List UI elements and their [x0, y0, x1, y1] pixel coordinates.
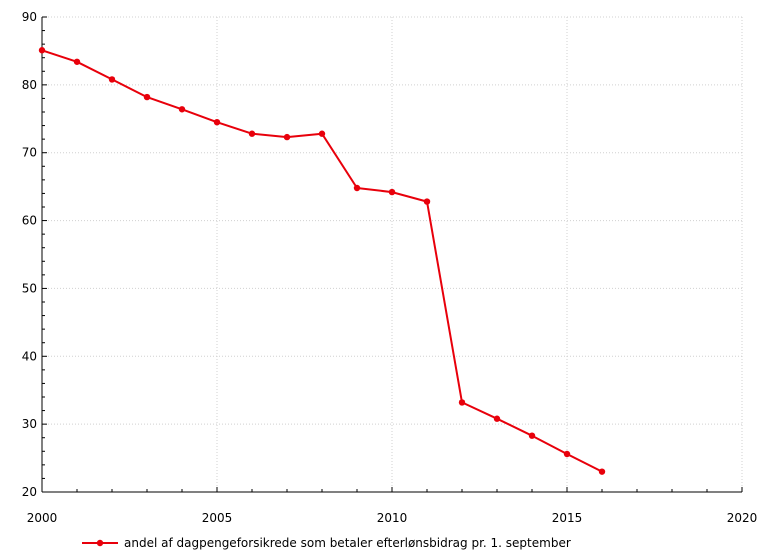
data-point	[213, 118, 221, 126]
data-point	[528, 432, 536, 439]
y-tick-label: 80	[22, 78, 37, 92]
data-point	[353, 184, 361, 192]
data-point	[248, 130, 256, 137]
legend-swatch-marker	[96, 539, 104, 547]
x-tick-label: 2000	[27, 511, 58, 525]
x-tick-label: 2010	[377, 511, 408, 525]
y-tick-label: 50	[22, 281, 37, 295]
y-tick-label: 40	[22, 349, 37, 363]
y-tick-label: 20	[22, 485, 37, 499]
data-series	[38, 47, 606, 475]
y-tick-label: 30	[22, 417, 37, 431]
data-point	[388, 188, 396, 196]
x-tick-label: 2005	[202, 511, 233, 525]
data-point	[493, 415, 501, 422]
data-point	[108, 76, 116, 83]
y-tick-label: 90	[22, 10, 37, 24]
grid-lines	[42, 16, 743, 492]
data-point	[73, 58, 81, 65]
legend: andel af dagpengeforsikrede som betaler …	[82, 536, 571, 550]
data-point	[38, 47, 46, 54]
x-tick-label: 2015	[552, 511, 583, 525]
x-tick-label: 2020	[727, 511, 758, 525]
y-tick-label: 70	[22, 146, 37, 160]
data-point	[458, 399, 466, 406]
data-point	[283, 133, 291, 141]
data-point	[318, 130, 326, 137]
legend-label: andel af dagpengeforsikrede som betaler …	[124, 536, 571, 550]
data-point	[423, 198, 431, 205]
y-tick-label: 60	[22, 214, 37, 228]
data-point	[563, 450, 571, 458]
data-point	[598, 468, 606, 475]
series-line	[41, 49, 603, 473]
data-point	[178, 106, 186, 113]
data-point	[143, 93, 151, 101]
axis-ticks: 20 30 40 50 60 70 80 90 2000 2005 2010 2015 2020	[22, 10, 758, 525]
